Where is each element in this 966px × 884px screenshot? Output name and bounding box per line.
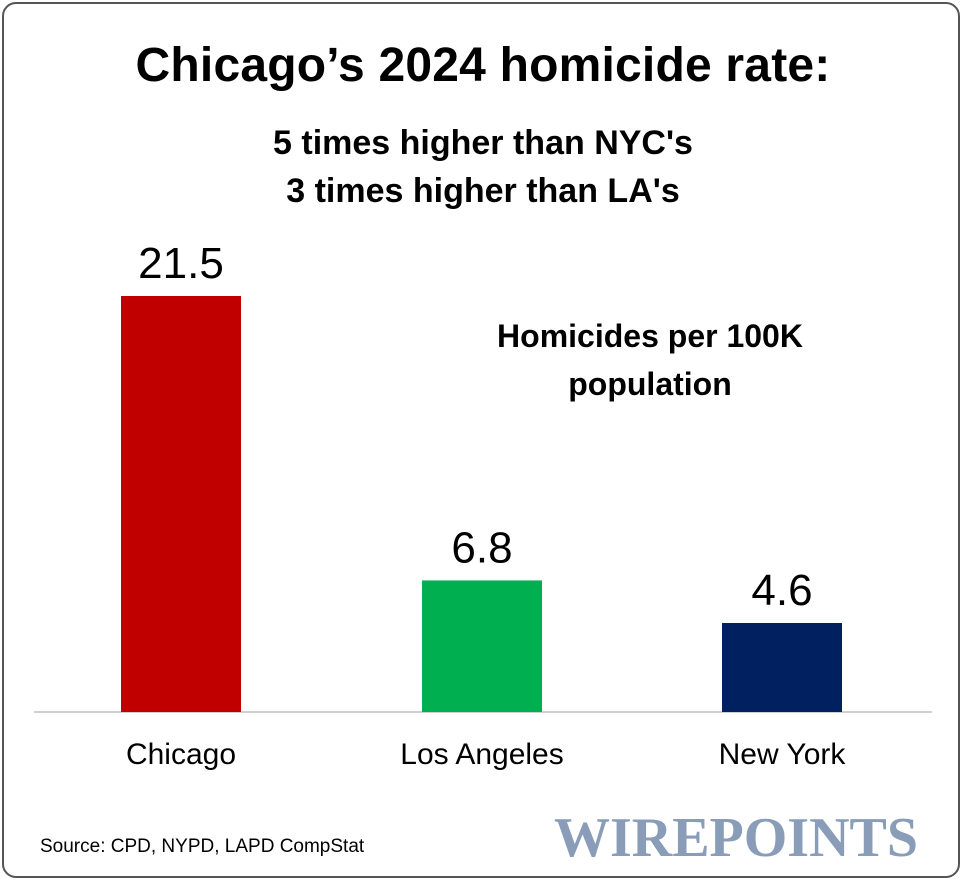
- metric-label: Homicides per 100K population: [470, 312, 830, 408]
- bar-chicago: [121, 296, 241, 712]
- category-label-chicago: Chicago: [126, 738, 236, 771]
- category-label-new-york: New York: [719, 738, 847, 771]
- wirepoints-logo: WIREPOINTS: [553, 807, 919, 869]
- subtitle-la-comparison: 3 times higher than LA's: [286, 172, 680, 210]
- metric-label-line2: population: [568, 366, 732, 402]
- category-label-los-angeles: Los Angeles: [400, 738, 563, 771]
- subtitle-nyc-comparison: 5 times higher than NYC's: [273, 124, 693, 162]
- metric-label-line1: Homicides per 100K: [497, 318, 803, 354]
- value-label-los-angeles: 6.8: [451, 523, 512, 572]
- value-label-new-york: 4.6: [751, 566, 812, 615]
- bar-new-york: [722, 622, 842, 712]
- chart-title: Chicago’s 2024 homicide rate:: [135, 39, 831, 92]
- source-note: Source: CPD, NYPD, LAPD CompStat: [40, 836, 365, 857]
- value-label-chicago: 21.5: [138, 239, 224, 288]
- bar-los-angeles: [422, 580, 542, 712]
